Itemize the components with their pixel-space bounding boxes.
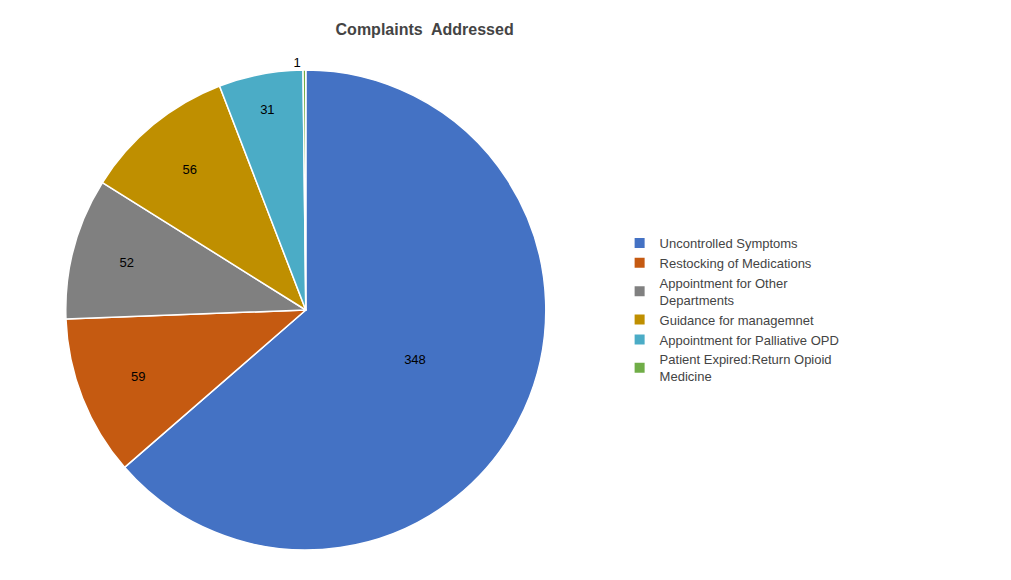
- svg-text:Restocking of Medications: Restocking of Medications: [660, 256, 812, 271]
- svg-text:Uncontrolled Symptoms: Uncontrolled Symptoms: [660, 236, 798, 251]
- svg-text:52: 52: [119, 255, 133, 270]
- svg-text:Appointment for OtherDepartmen: Appointment for OtherDepartments: [660, 276, 789, 308]
- svg-text:Guidance for managemnet: Guidance for managemnet: [660, 313, 814, 328]
- svg-text:Patient Expired:Return OpioidM: Patient Expired:Return OpioidMedicine: [660, 352, 832, 384]
- svg-text:56: 56: [183, 162, 197, 177]
- svg-text:59: 59: [131, 369, 145, 384]
- svg-text:Complaints Addressed: Complaints Addressed: [336, 21, 514, 38]
- svg-text:Appointment for Palliative OPD: Appointment for Palliative OPD: [660, 333, 839, 348]
- svg-text:1: 1: [293, 55, 300, 70]
- svg-text:31: 31: [260, 102, 274, 117]
- svg-text:348: 348: [404, 352, 426, 367]
